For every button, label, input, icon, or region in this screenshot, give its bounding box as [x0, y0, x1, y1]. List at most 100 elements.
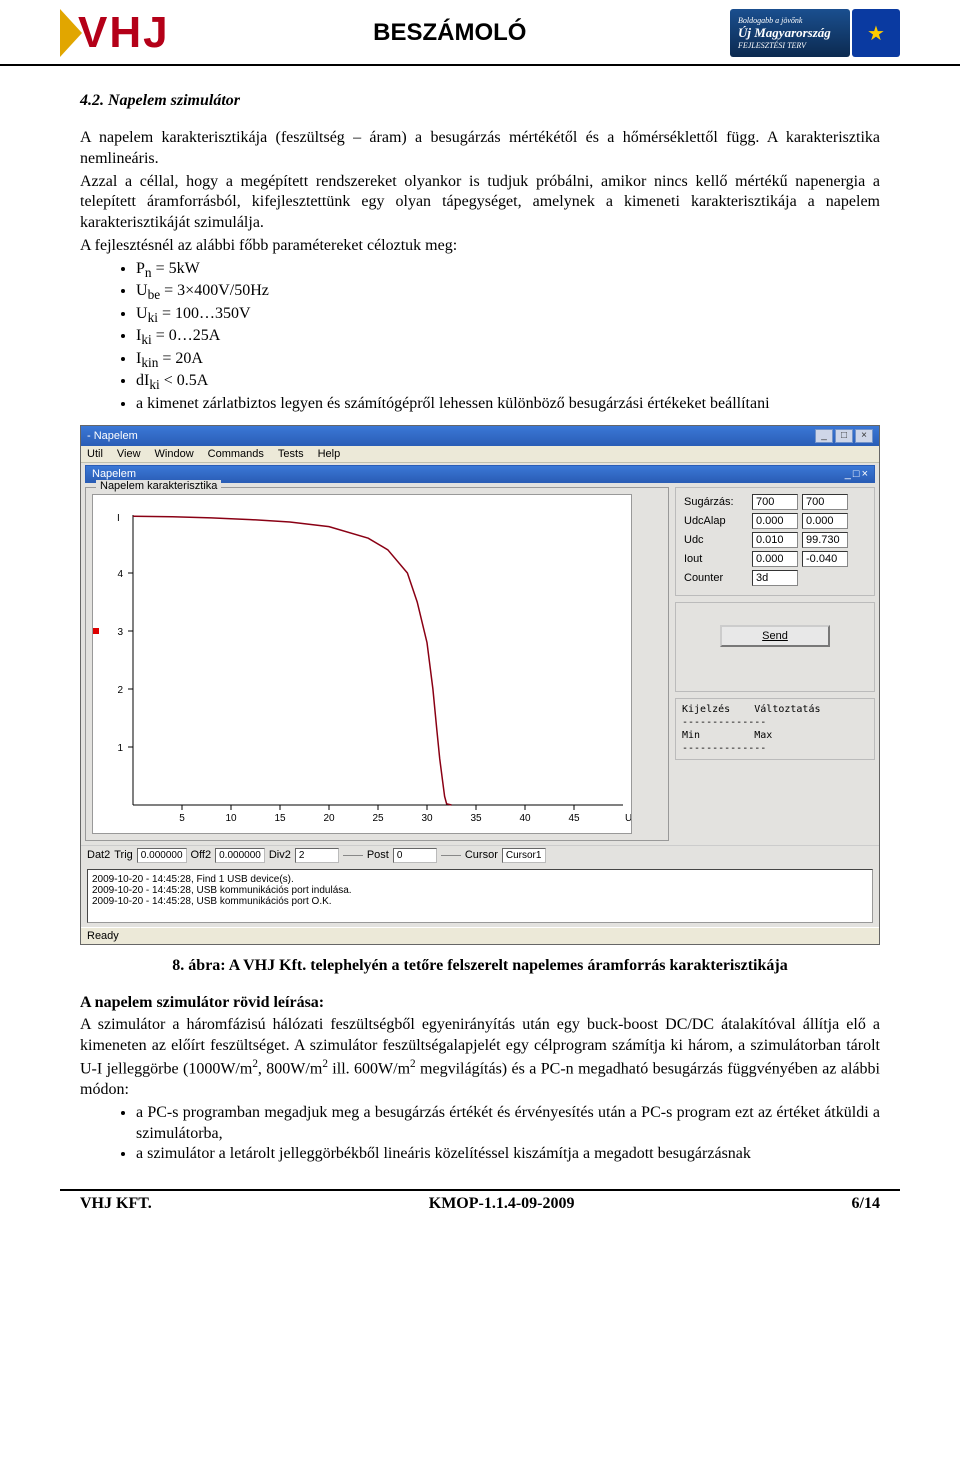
value-field-a[interactable]: 0.000 — [752, 513, 798, 529]
header-right-logos: Boldogabb a jövőnk Új Magyarország FEJLE… — [730, 9, 900, 57]
value-label: Iout — [684, 553, 748, 565]
param-item: Ube = 3×400V/50Hz — [136, 281, 880, 304]
body2-bullet: a PC-s programban megadjuk meg a besugár… — [136, 1103, 880, 1145]
header-title: BESZÁMOLÓ — [373, 19, 526, 47]
values-panel: Sugárzás:700700UdcAlap0.0000.000Udc0.010… — [675, 487, 875, 841]
cursor-field[interactable]: Cursor1 — [502, 848, 546, 863]
value-field-a[interactable]: 0.000 — [752, 551, 798, 567]
chart-svg: 5 10 15 20 25 30 35 40 45 U 1 2 3 4 I — [92, 494, 632, 834]
logo-vhj: VHJ — [60, 8, 170, 58]
page-body: 4.2. Napelem szimulátor A napelem karakt… — [0, 66, 960, 1165]
svg-text:15: 15 — [274, 813, 286, 824]
para-1: A napelem karakterisztikája (feszültség … — [80, 128, 880, 170]
value-field-b[interactable]: 0.000 — [802, 513, 848, 529]
value-row: Sugárzás: 700700 — [684, 494, 866, 510]
svg-text:I: I — [117, 513, 120, 524]
value-row: Counter 3d — [684, 570, 866, 586]
menu-window[interactable]: Window — [155, 448, 194, 460]
body2-paragraph: A szimulátor a háromfázisú hálózati fesz… — [80, 1015, 880, 1101]
parameter-list: Pn = 5kWUbe = 3×400V/50HzUki = 100…350VI… — [80, 259, 880, 415]
logo-text: VHJ — [78, 8, 170, 58]
param-item: Iki = 0…25A — [136, 326, 880, 349]
values-box: Sugárzás:700700UdcAlap0.0000.000Udc0.010… — [675, 487, 875, 596]
statusbar: Ready — [81, 927, 879, 944]
subwindow-title: Napelem — [92, 468, 136, 480]
value-field-a[interactable]: 700 — [752, 494, 798, 510]
svg-text:1: 1 — [117, 743, 123, 754]
svg-text:25: 25 — [372, 813, 384, 824]
hscroll2-icon[interactable] — [441, 855, 461, 856]
trig-field[interactable]: 0.000000 — [137, 848, 187, 863]
figure-caption: 8. ábra: A VHJ Kft. telephelyén a tetőre… — [80, 957, 880, 975]
value-field-b[interactable]: 700 — [802, 494, 848, 510]
value-field-a[interactable]: 3d — [752, 570, 798, 586]
close-icon[interactable]: × — [855, 429, 873, 443]
footer-center: KMOP-1.1.4-09-2009 — [429, 1195, 575, 1213]
post-field[interactable]: 0 — [393, 848, 437, 863]
svg-text:4: 4 — [117, 569, 123, 580]
para-3: A fejlesztésnél az alábbi főbb paraméter… — [80, 236, 880, 257]
param-item: Ikin = 20A — [136, 349, 880, 372]
window-titlebar: - Napelem _ □ × — [81, 426, 879, 446]
value-field-a[interactable]: 0.010 — [752, 532, 798, 548]
value-label: Sugárzás: — [684, 496, 748, 508]
log-line: 2009-10-20 - 14:45:28, USB kommunikációs… — [92, 896, 868, 907]
value-row: Iout 0.000-0.040 — [684, 551, 866, 567]
value-field-b[interactable]: -0.040 — [802, 551, 848, 567]
svg-text:2: 2 — [117, 685, 123, 696]
value-label: Counter — [684, 572, 748, 584]
body2-bullet: a szimulátor a letárolt jelleggörbékből … — [136, 1144, 880, 1165]
value-label: Udc — [684, 534, 748, 546]
page-header: VHJ BESZÁMOLÓ Boldogabb a jövőnk Új Magy… — [0, 0, 960, 66]
value-field-b[interactable]: 99.730 — [802, 532, 848, 548]
app-window: - Napelem _ □ × Util View Window Commands Te… — [80, 425, 880, 945]
kv-table: Kijelzés Változtatás -------------- Min … — [675, 698, 875, 760]
svg-text:30: 30 — [421, 813, 433, 824]
log-line: 2009-10-20 - 14:45:28, USB kommunikációs… — [92, 885, 868, 896]
send-button[interactable]: Send — [720, 625, 830, 647]
body2-bullets: a PC-s programban megadjuk meg a besugár… — [80, 1103, 880, 1165]
minimize-icon[interactable]: _ — [815, 429, 833, 443]
footer-right: 6/14 — [852, 1195, 880, 1213]
menu-util[interactable]: Util — [87, 448, 103, 460]
hscroll-icon[interactable] — [343, 855, 363, 856]
svg-text:35: 35 — [470, 813, 482, 824]
param-item: a kimenet zárlatbiztos legyen és számító… — [136, 394, 880, 415]
chart-panel: Napelem karakterisztika 5101520253035404… — [85, 487, 669, 841]
para-2: Azzal a céllal, hogy a megépített rendsz… — [80, 172, 880, 234]
log-line: 2009-10-20 - 14:45:28, Find 1 USB device… — [92, 874, 868, 885]
svg-text:10: 10 — [225, 813, 237, 824]
maximize-icon[interactable]: □ — [835, 429, 853, 443]
chart-status-row: Dat2 Trig0.000000 Off20.000000 Div22 Pos… — [81, 845, 879, 865]
param-item: Pn = 5kW — [136, 259, 880, 282]
value-row: Udc 0.01099.730 — [684, 532, 866, 548]
sub-close-icon[interactable]: × — [862, 468, 868, 480]
param-item: Uki = 100…350V — [136, 304, 880, 327]
div-field[interactable]: 2 — [295, 848, 339, 863]
value-label: UdcAlap — [684, 515, 748, 527]
menu-help[interactable]: Help — [318, 448, 341, 460]
section-heading: 4.2. Napelem szimulátor — [80, 92, 880, 110]
eu-flag-icon: ★ — [852, 9, 900, 57]
svg-text:20: 20 — [323, 813, 335, 824]
footer-left: VHJ KFT. — [80, 1195, 152, 1213]
menubar: Util View Window Commands Tests Help — [81, 446, 879, 463]
svg-text:3: 3 — [117, 627, 123, 638]
sub-maximize-icon[interactable]: □ — [853, 468, 860, 480]
menu-commands[interactable]: Commands — [208, 448, 264, 460]
param-item: dIki < 0.5A — [136, 371, 880, 394]
sub-minimize-icon[interactable]: _ — [845, 468, 851, 480]
chart-group-label: Napelem karakterisztika — [96, 480, 221, 492]
page-footer: VHJ KFT. KMOP-1.1.4-09-2009 6/14 — [60, 1189, 900, 1217]
window-title: - Napelem — [87, 430, 138, 442]
value-row: UdcAlap 0.0000.000 — [684, 513, 866, 529]
svg-text:40: 40 — [519, 813, 531, 824]
svg-text:45: 45 — [568, 813, 580, 824]
off-field[interactable]: 0.000000 — [215, 848, 265, 863]
umo-logo: Boldogabb a jövőnk Új Magyarország FEJLE… — [730, 9, 850, 57]
menu-view[interactable]: View — [117, 448, 141, 460]
status-dat: Dat2 — [87, 849, 110, 861]
svg-text:5: 5 — [179, 813, 185, 824]
svg-text:U: U — [625, 813, 632, 824]
menu-tests[interactable]: Tests — [278, 448, 304, 460]
